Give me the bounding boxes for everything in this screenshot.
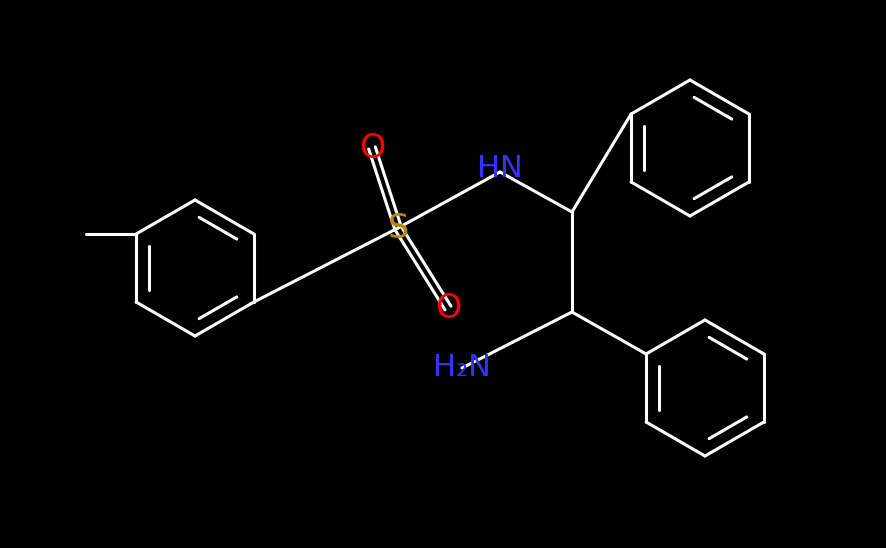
Text: S: S [387, 212, 408, 244]
Text: H₂N: H₂N [432, 353, 490, 383]
Text: O: O [434, 292, 461, 324]
Text: O: O [359, 132, 385, 164]
Text: HN: HN [477, 153, 522, 182]
